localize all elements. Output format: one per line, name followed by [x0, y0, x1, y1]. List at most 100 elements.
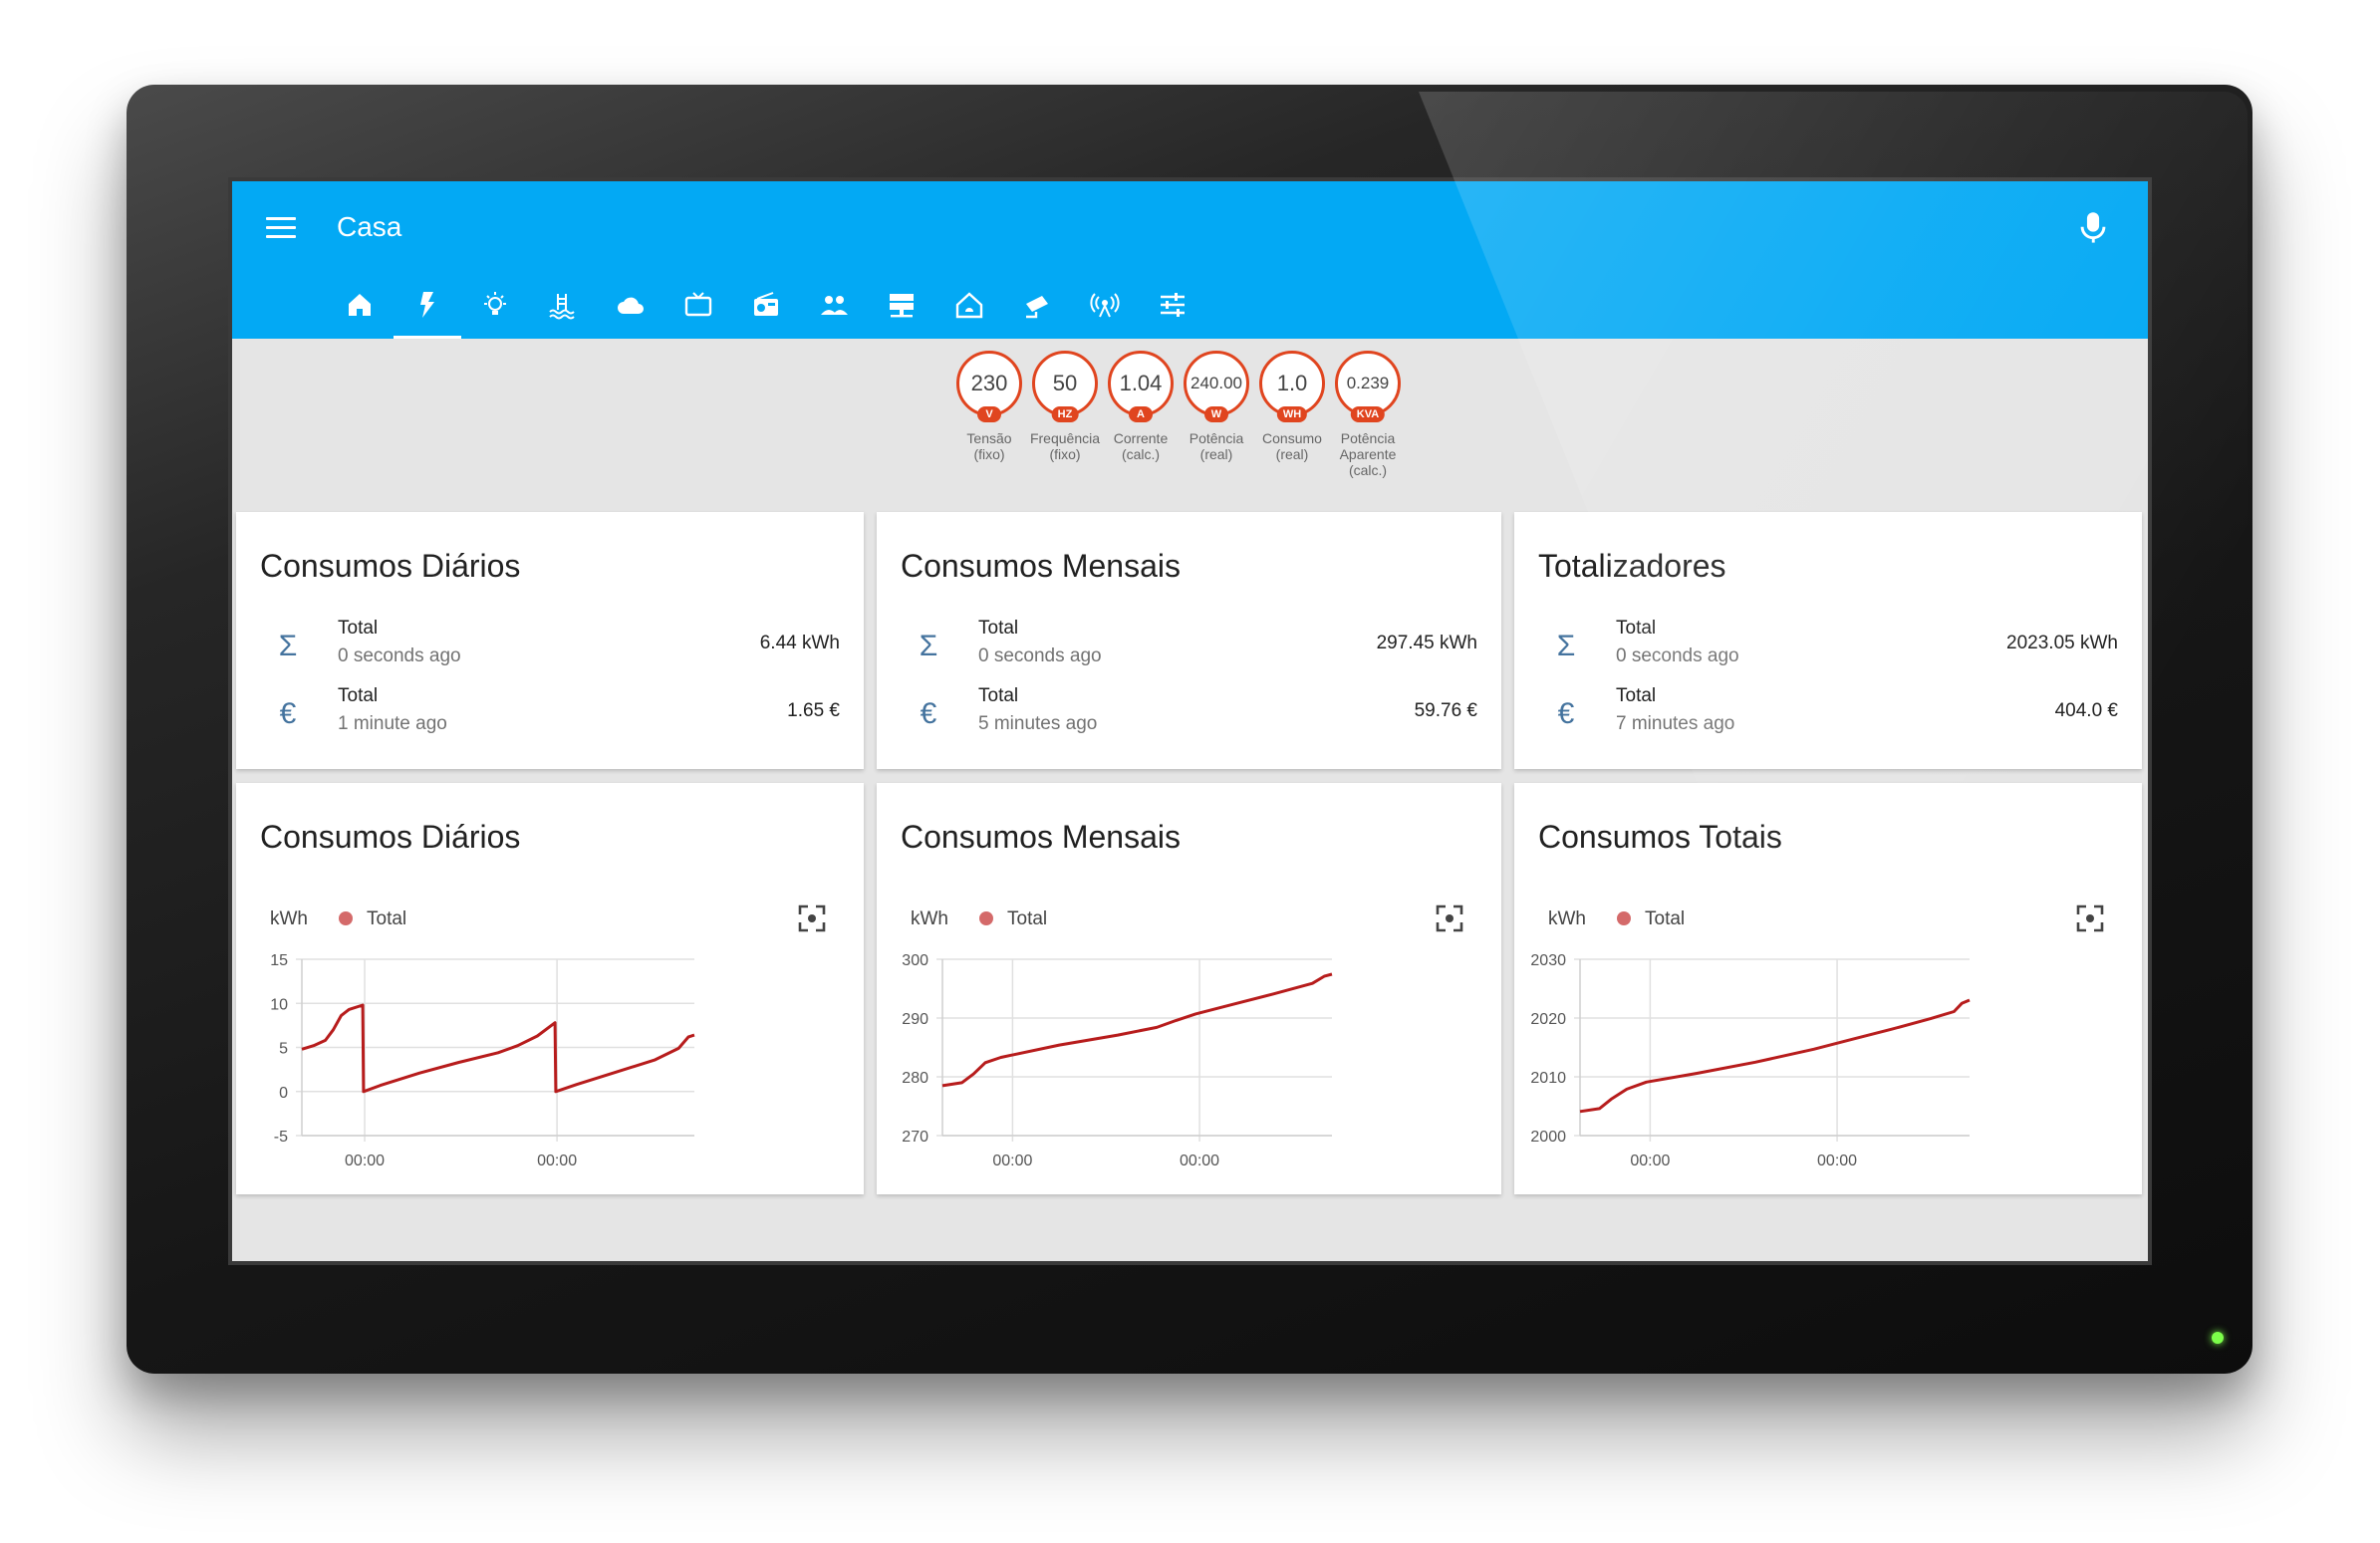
badge-label-line: Potência	[1189, 430, 1244, 446]
entity-name: Total	[1616, 685, 1657, 706]
badge-label-line: Aparente	[1339, 446, 1397, 462]
menu-icon[interactable]	[266, 217, 296, 241]
tab-antenna[interactable]	[1071, 271, 1139, 339]
sensor-badge[interactable]: 1.0 WH Consumo (real)	[1254, 351, 1330, 478]
y-tick-label: 10	[270, 996, 288, 1013]
card-title: Totalizadores	[1538, 548, 1726, 584]
entity-row[interactable]: Σ Total 0 seconds ago 6.44 kWh	[260, 618, 840, 679]
flash-icon	[420, 292, 434, 318]
cctv-icon	[1026, 296, 1048, 319]
badge-label-line: Tensão	[966, 430, 1012, 446]
badge-label-line: (calc.)	[1121, 446, 1161, 462]
history-chart: kWh Total 300 290 280 270 00:00 00:00	[902, 904, 1463, 1169]
tab-house-alarm[interactable]	[935, 271, 1003, 339]
badge-label-line: (real)	[1199, 446, 1233, 462]
y-tick-label: 270	[902, 1129, 928, 1146]
sigma-icon: Σ	[919, 630, 938, 662]
legend-marker	[1617, 911, 1631, 925]
y-tick-label: 2010	[1530, 1070, 1566, 1087]
entity-row[interactable]: Σ Total 0 seconds ago 2023.05 kWh	[1538, 618, 2118, 679]
x-tick-label: 00:00	[537, 1153, 577, 1169]
view-tabs	[326, 271, 1206, 339]
entity-name: Total	[338, 618, 379, 639]
tab-radio[interactable]	[732, 271, 800, 339]
sensor-badge[interactable]: 230 V Tensão (fixo)	[951, 351, 1027, 478]
entity-name: Total	[978, 685, 1019, 706]
entity-name: Total	[338, 685, 379, 706]
badge-unit: W	[1204, 406, 1228, 422]
badge-label-line: Potência	[1340, 430, 1396, 446]
entity-value: 2023.05 kWh	[2006, 633, 2118, 653]
card-title: Consumos Diários	[260, 548, 521, 584]
euro-icon: €	[279, 697, 297, 730]
badge-label-line: (calc.)	[1348, 462, 1388, 478]
tab-tv[interactable]	[664, 271, 732, 339]
x-tick-label: 00:00	[992, 1153, 1032, 1169]
lightbulb-icon	[484, 292, 506, 315]
sensor-badge[interactable]: 0.239 KVA Potência Aparente (calc.)	[1330, 351, 1406, 478]
legend-marker	[339, 911, 353, 925]
tab-flash[interactable]	[394, 271, 461, 339]
tab-sliders[interactable]	[1139, 271, 1206, 339]
badge-label: Corrente (calc.)	[1101, 430, 1181, 462]
y-tick-label: 0	[279, 1085, 288, 1102]
legend-label: Total	[1645, 908, 1685, 929]
power-led	[2212, 1332, 2224, 1344]
home-icon	[349, 294, 371, 316]
entities-card: Consumos Diários Σ Total 0 seconds ago 6.44 …	[236, 512, 864, 769]
series-line-total	[941, 972, 1333, 1088]
badge-value: 1.0	[1276, 371, 1308, 395]
zoom-fullscreen-icon[interactable]	[2076, 904, 2104, 932]
history-graph-card: Consumos Diários kWh Total 15 10 5 0 -5 00:00 00:…	[236, 783, 864, 1194]
sensor-badge[interactable]: 240.00 W Potência (real)	[1179, 351, 1254, 478]
badge-value: 50	[1052, 371, 1078, 395]
badge-unit: A	[1129, 406, 1153, 422]
tab-home[interactable]	[326, 271, 394, 339]
badge-value: 1.04	[1119, 371, 1163, 395]
badge-label: Potência (real)	[1177, 430, 1256, 462]
badge-label-line: Corrente	[1113, 430, 1169, 446]
history-graph-card: Consumos Totais kWh Total 2030 2020 2010 2000 0…	[1514, 783, 2142, 1194]
sigma-icon: Σ	[278, 630, 298, 662]
sensor-badge[interactable]: 50 HZ Frequência (fixo)	[1027, 351, 1103, 478]
badge-unit: V	[977, 406, 1001, 422]
y-axis-label: kWh	[1548, 908, 1586, 929]
badge-unit: HZ	[1051, 406, 1079, 422]
microphone-icon[interactable]	[2078, 211, 2108, 245]
zoom-fullscreen-icon[interactable]	[798, 904, 826, 932]
entities-card: Consumos Mensais Σ Total 0 seconds ago 297.4…	[877, 512, 1501, 769]
sensor-badge[interactable]: 1.04 A Corrente (calc.)	[1103, 351, 1179, 478]
y-tick-label: -5	[274, 1129, 288, 1146]
badge-value: 230	[970, 371, 1008, 395]
entity-row[interactable]: Σ Total 0 seconds ago 297.45 kWh	[901, 618, 1477, 679]
entity-updated: 0 seconds ago	[1616, 645, 1739, 666]
entity-updated: 0 seconds ago	[338, 645, 461, 666]
sliders-icon	[1161, 293, 1185, 317]
tv-icon	[684, 292, 712, 317]
tab-lightbulb[interactable]	[461, 271, 529, 339]
badge-ring: 50 HZ	[1032, 351, 1098, 422]
zoom-fullscreen-icon[interactable]	[1436, 904, 1463, 932]
entity-name: Total	[1616, 618, 1657, 639]
badge-ring: 1.04 A	[1108, 351, 1174, 422]
entity-value: 59.76 €	[1414, 700, 1477, 721]
entity-row[interactable]: € Total 5 minutes ago 59.76 €	[901, 685, 1477, 747]
badge-ring: 240.00 W	[1184, 351, 1249, 422]
chart-title: Consumos Totais	[1538, 819, 1782, 855]
entity-row[interactable]: € Total 1 minute ago 1.65 €	[260, 685, 840, 747]
y-tick-label: 2030	[1530, 952, 1566, 969]
tab-server[interactable]	[868, 271, 935, 339]
euro-icon: €	[920, 697, 937, 730]
chart-title: Consumos Diários	[260, 819, 521, 855]
sensor-badges: 230 V Tensão (fixo) 50 HZ Frequência (fixo) 1.04…	[951, 351, 1406, 478]
tab-pool[interactable]	[529, 271, 597, 339]
tab-cctv[interactable]	[1003, 271, 1071, 339]
entity-row[interactable]: € Total 7 minutes ago 404.0 €	[1538, 685, 2118, 747]
tab-people[interactable]	[800, 271, 868, 339]
entity-name: Total	[978, 618, 1019, 639]
badge-ring: 230 V	[956, 351, 1022, 422]
y-tick-label: 2020	[1530, 1011, 1566, 1028]
tab-cloud[interactable]	[597, 271, 664, 339]
app-title: Casa	[337, 211, 402, 242]
badge-label: Consumo (real)	[1252, 430, 1332, 462]
